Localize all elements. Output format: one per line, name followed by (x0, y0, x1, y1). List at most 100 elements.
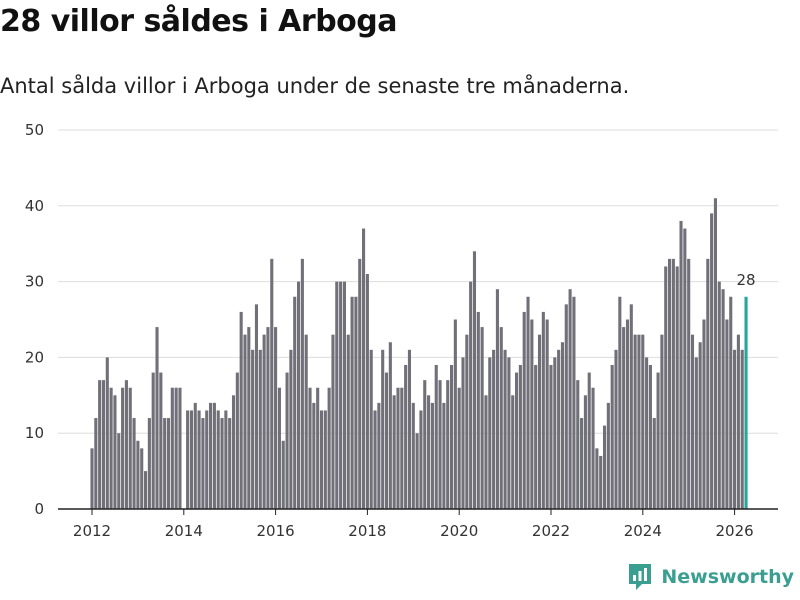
bar (159, 372, 163, 509)
bar (469, 281, 473, 509)
bar (308, 387, 312, 509)
bar (335, 281, 339, 509)
bar (121, 387, 125, 509)
bar (239, 311, 243, 509)
bar (216, 410, 220, 509)
bar (369, 349, 373, 509)
bar (300, 258, 304, 509)
bar (660, 334, 664, 509)
bar (568, 289, 572, 509)
bar (140, 448, 144, 509)
bar (201, 418, 205, 509)
bar (457, 387, 461, 509)
bar (407, 349, 412, 509)
bar (113, 395, 117, 509)
bar (484, 395, 488, 509)
bar (557, 349, 561, 509)
bar (197, 410, 201, 509)
bar (163, 418, 167, 509)
bar (193, 402, 197, 509)
bar (105, 357, 109, 509)
bar (396, 387, 400, 509)
bar (499, 327, 503, 509)
bar (526, 296, 530, 509)
bar (251, 349, 255, 509)
bar (289, 349, 293, 509)
bar (599, 455, 603, 509)
bar (258, 349, 262, 509)
bar (446, 380, 450, 509)
newsworthy-logo-text: Newsworthy (661, 566, 794, 588)
bar (254, 304, 259, 509)
bar (690, 334, 695, 509)
bar (339, 281, 343, 509)
x-tick-label: 2026 (716, 522, 754, 540)
bar (132, 418, 136, 509)
bar (178, 387, 182, 509)
labels: 0 10 20 30 40 50 28 2012 2014 2016 2018 2020 2022 202… (25, 121, 756, 540)
bar (637, 334, 641, 509)
bar (461, 357, 465, 509)
bar (224, 410, 228, 509)
bar (713, 198, 717, 509)
bar (641, 334, 645, 509)
bar (304, 334, 308, 509)
x-axis (58, 508, 778, 515)
bar (117, 433, 121, 509)
y-tick-label: 40 (25, 197, 44, 215)
bar (209, 402, 213, 509)
bar (511, 395, 515, 509)
bar (606, 402, 610, 509)
bar (147, 418, 151, 509)
chart-subtitle: Antal sålda villor i Arboga under de sen… (0, 74, 630, 98)
x-tick-label: 2022 (532, 522, 570, 540)
bar (136, 440, 140, 509)
bar (415, 433, 419, 509)
highlight-bar (744, 296, 748, 509)
x-tick-label: 2018 (348, 522, 386, 540)
x-tick-label: 2024 (624, 522, 662, 540)
y-tick-label: 20 (25, 348, 44, 366)
bar (733, 349, 737, 509)
x-tick-label: 2016 (257, 522, 295, 540)
x-tick-label: 2012 (73, 522, 111, 540)
bar (725, 319, 729, 509)
bar (392, 395, 396, 509)
bar (652, 418, 656, 509)
bar (109, 387, 113, 509)
bar (247, 327, 251, 509)
bar (128, 387, 132, 509)
bar (537, 334, 542, 509)
bar (228, 418, 232, 509)
bar (90, 448, 94, 509)
bar (277, 387, 281, 509)
bar (488, 357, 492, 509)
bar (583, 395, 587, 509)
newsworthy-logo-icon (629, 564, 652, 590)
bar (507, 357, 511, 509)
bar (266, 327, 270, 509)
bar (235, 372, 239, 509)
bar (430, 402, 434, 509)
bar (365, 274, 369, 509)
bar (427, 395, 431, 509)
newsworthy-logo[interactable]: Newsworthy (627, 562, 794, 592)
bar (645, 357, 649, 509)
y-tick-label: 50 (25, 121, 44, 139)
bar (186, 410, 190, 509)
bar (312, 402, 316, 509)
bar (572, 296, 576, 509)
bar (675, 266, 679, 509)
bar (124, 380, 128, 509)
bar (151, 372, 155, 509)
bar (476, 311, 480, 509)
bar (495, 289, 499, 509)
highlight-value-label: 28 (737, 271, 756, 289)
bars (90, 198, 748, 510)
bar (384, 372, 389, 509)
bar (618, 296, 622, 509)
bar (350, 296, 354, 509)
bar (740, 349, 744, 509)
bar (316, 387, 320, 509)
bar (354, 296, 358, 509)
